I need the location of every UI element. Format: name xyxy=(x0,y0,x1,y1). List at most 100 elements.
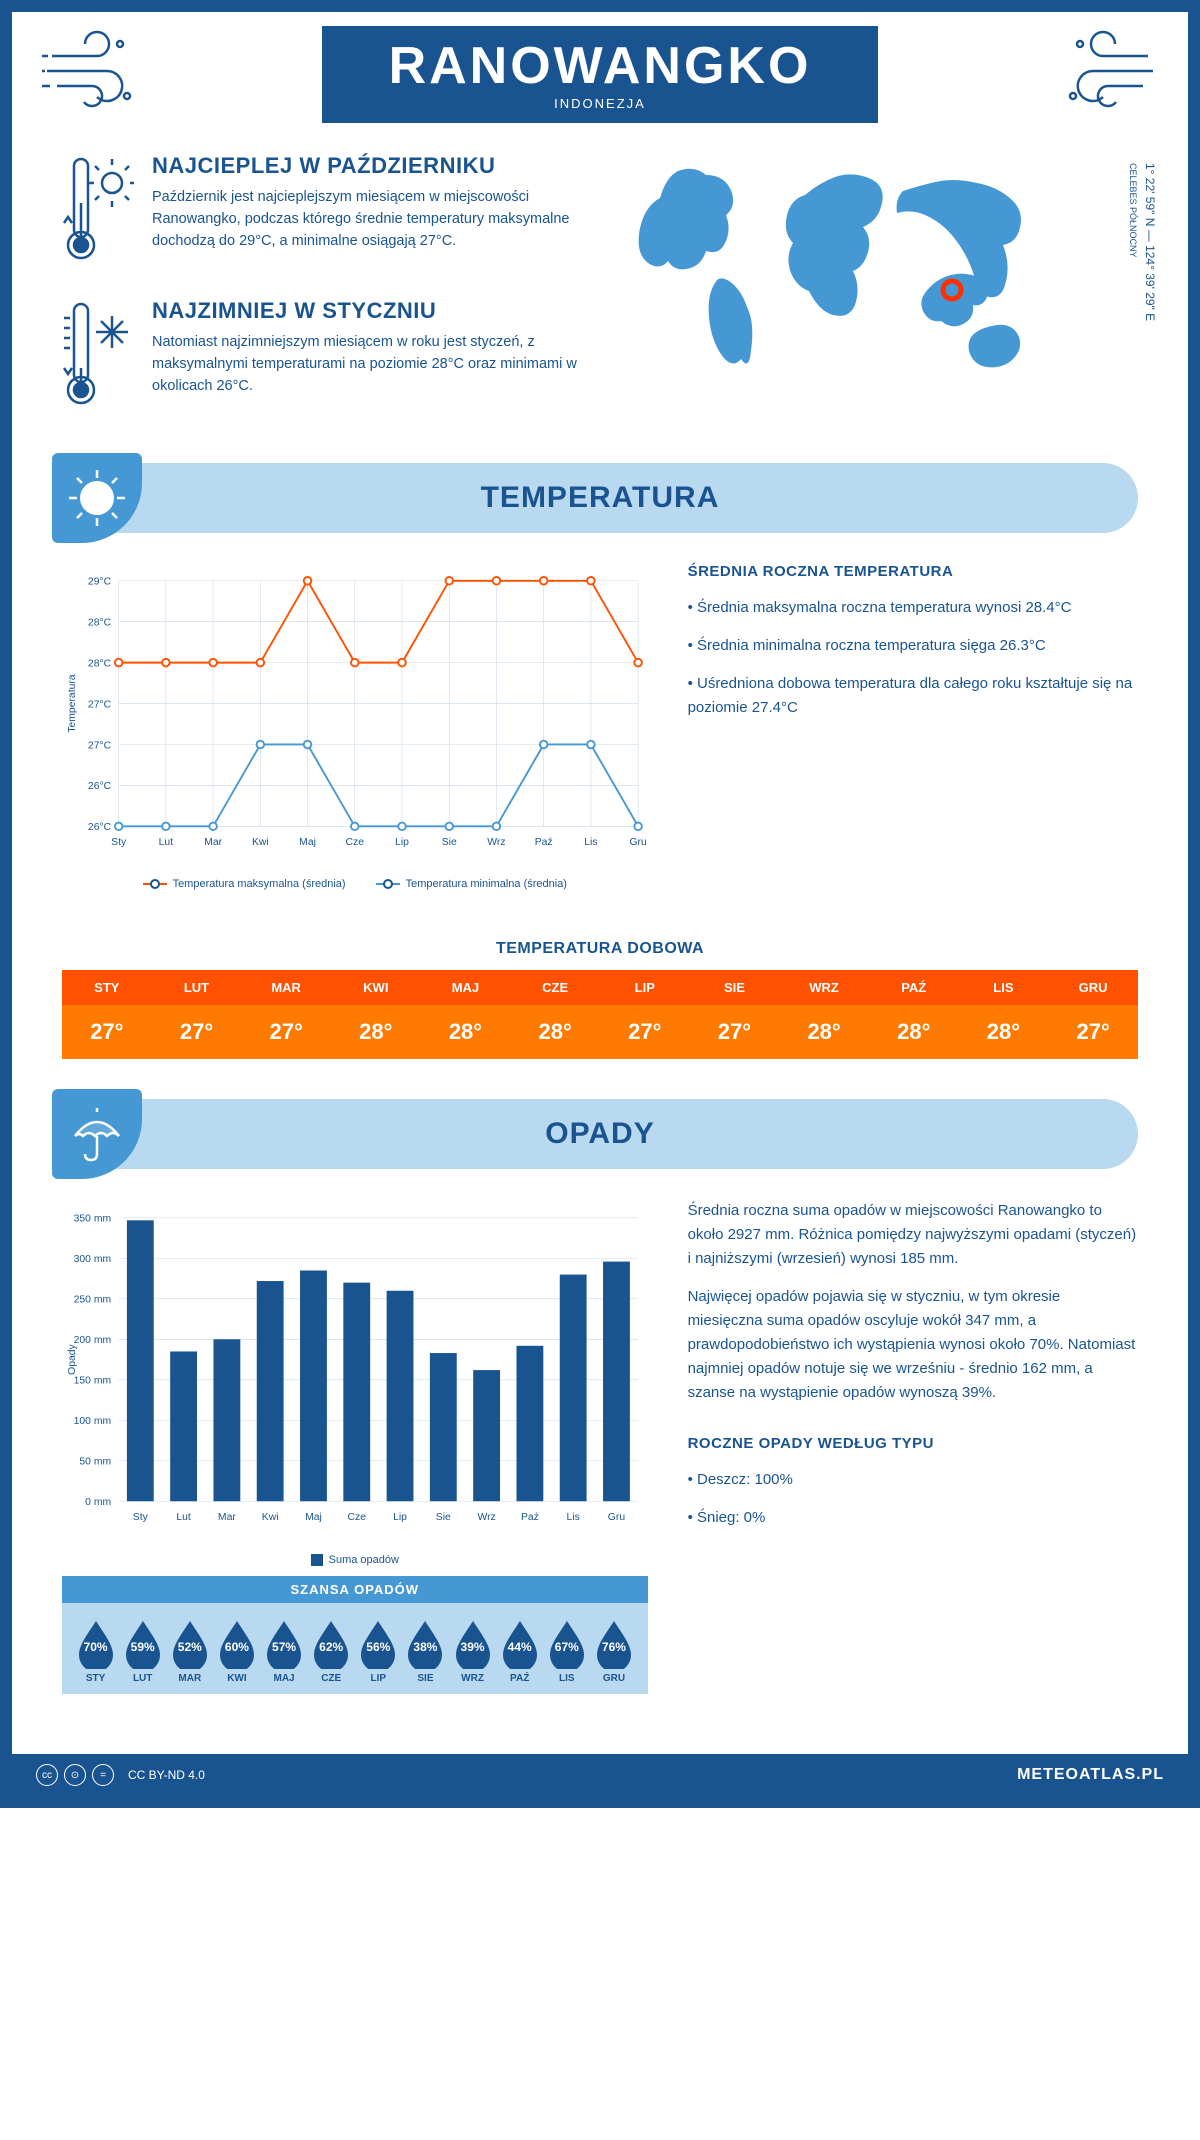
coordinates: 1° 22' 59" N — 124° 39' 29" E CELEBES PÓ… xyxy=(1124,163,1158,321)
svg-text:100 mm: 100 mm xyxy=(74,1416,111,1427)
brand-text: METEOATLAS.PL xyxy=(1017,1766,1164,1784)
svg-text:Wrz: Wrz xyxy=(487,837,505,848)
svg-text:Paź: Paź xyxy=(535,837,553,848)
svg-text:Kwi: Kwi xyxy=(252,837,269,848)
svg-text:150 mm: 150 mm xyxy=(74,1376,111,1387)
footer: cc ⊙ = CC BY-ND 4.0 METEOATLAS.PL xyxy=(12,1754,1188,1796)
svg-text:Sie: Sie xyxy=(436,1512,451,1523)
svg-text:Sty: Sty xyxy=(111,837,127,848)
svg-text:0 mm: 0 mm xyxy=(85,1497,111,1508)
daily-temp-heading: TEMPERATURA DOBOWA xyxy=(12,940,1188,958)
table-cell: 28° xyxy=(779,1005,869,1059)
chance-drop: 39%WRZ xyxy=(452,1617,494,1684)
precipitation-bar-chart: 0 mm50 mm100 mm150 mm200 mm250 mm300 mm3… xyxy=(62,1199,648,1539)
svg-text:29°C: 29°C xyxy=(88,577,112,588)
world-map xyxy=(615,153,1055,393)
precip-text: Średnia roczna suma opadów w miejscowośc… xyxy=(688,1199,1138,1271)
precipitation-chart-row: 0 mm50 mm100 mm150 mm200 mm250 mm300 mm3… xyxy=(12,1169,1188,1754)
svg-text:Cze: Cze xyxy=(348,1512,367,1523)
temperature-section-header: TEMPERATURA xyxy=(62,463,1138,533)
svg-text:Kwi: Kwi xyxy=(262,1512,279,1523)
daily-temp-table: STYLUTMARKWIMAJCZELIPSIEWRZPAŹLISGRU 27°… xyxy=(62,970,1138,1059)
chance-drop: 56%LIP xyxy=(357,1617,399,1684)
svg-text:26°C: 26°C xyxy=(88,822,112,833)
table-header: MAR xyxy=(241,970,331,1005)
svg-text:200 mm: 200 mm xyxy=(74,1335,111,1346)
svg-text:Paź: Paź xyxy=(521,1512,539,1523)
table-cell: 27° xyxy=(690,1005,780,1059)
table-header: GRU xyxy=(1048,970,1138,1005)
svg-text:27°C: 27°C xyxy=(88,740,112,751)
precipitation-chance-box: SZANSA OPADÓW 70%STY59%LUT52%MAR60%KWI57… xyxy=(62,1576,648,1694)
table-header: KWI xyxy=(331,970,421,1005)
temp-stats-title: ŚREDNIA ROCZNA TEMPERATURA xyxy=(688,563,1138,580)
table-header: PAŹ xyxy=(869,970,959,1005)
country-subtitle: INDONEZJA xyxy=(322,96,878,111)
table-cell: 28° xyxy=(869,1005,959,1059)
table-header: LIP xyxy=(600,970,690,1005)
temperature-legend: Temperatura maksymalna (średnia) Tempera… xyxy=(62,878,648,890)
svg-text:Lip: Lip xyxy=(395,837,409,848)
table-cell: 28° xyxy=(959,1005,1049,1059)
svg-text:Mar: Mar xyxy=(204,837,222,848)
coord-lat: 1° 22' 59" N xyxy=(1143,163,1157,226)
precipitation-legend: Suma opadów xyxy=(62,1554,648,1566)
precipitation-stats: Średnia roczna suma opadów w miejscowośc… xyxy=(688,1199,1138,1724)
title-banner: RANOWANGKO INDONEZJA xyxy=(322,26,878,123)
table-cell: 27° xyxy=(600,1005,690,1059)
coord-sea: CELEBES PÓŁNOCNY xyxy=(1128,163,1138,258)
precip-type-item: • Deszcz: 100% xyxy=(688,1468,1138,1492)
precipitation-section-header: OPADY xyxy=(62,1099,1138,1169)
table-cell: 28° xyxy=(510,1005,600,1059)
svg-text:Temperatura: Temperatura xyxy=(67,674,78,732)
svg-text:Maj: Maj xyxy=(299,837,316,848)
temperature-stats: ŚREDNIA ROCZNA TEMPERATURA • Średnia mak… xyxy=(688,563,1138,890)
svg-text:28°C: 28°C xyxy=(88,617,112,628)
license-badges: cc ⊙ = CC BY-ND 4.0 xyxy=(36,1764,205,1786)
svg-text:Lut: Lut xyxy=(159,837,174,848)
chance-drop: 60%KWI xyxy=(216,1617,258,1684)
table-cell: 27° xyxy=(152,1005,242,1059)
temperature-chart-row: 26°C 26°C 27°C 27°C 28°C 28°C 29°C Sty Lut Mar Kwi… xyxy=(12,533,1188,920)
coldest-title: NAJZIMNIEJ W STYCZNIU xyxy=(152,298,585,324)
table-cell: 28° xyxy=(331,1005,421,1059)
by-icon: ⊙ xyxy=(64,1764,86,1786)
svg-text:350 mm: 350 mm xyxy=(74,1214,111,1225)
svg-text:28°C: 28°C xyxy=(88,658,112,669)
umbrella-icon xyxy=(52,1089,142,1179)
chance-heading: SZANSA OPADÓW xyxy=(62,1576,648,1603)
table-cell: 27° xyxy=(1048,1005,1138,1059)
svg-text:Opady: Opady xyxy=(67,1343,78,1374)
legend-label-max: Temperatura maksymalna (średnia) xyxy=(173,878,346,890)
thermometer-hot-icon xyxy=(62,153,134,268)
svg-text:27°C: 27°C xyxy=(88,699,112,710)
thermometer-cold-icon xyxy=(62,298,134,413)
precip-text: Najwięcej opadów pojawia się w styczniu,… xyxy=(688,1285,1138,1405)
svg-text:Gru: Gru xyxy=(629,837,647,848)
nd-icon: = xyxy=(92,1764,114,1786)
temp-stat-item: • Średnia minimalna roczna temperatura s… xyxy=(688,634,1138,658)
chance-drop: 44%PAŹ xyxy=(499,1617,541,1684)
precip-type-item: • Śnieg: 0% xyxy=(688,1506,1138,1530)
table-cell: 27° xyxy=(62,1005,152,1059)
legend-label-precip: Suma opadów xyxy=(329,1554,399,1566)
table-header: LIS xyxy=(959,970,1049,1005)
svg-text:Maj: Maj xyxy=(305,1512,322,1523)
svg-text:Lip: Lip xyxy=(393,1512,407,1523)
chance-drop: 38%SIE xyxy=(404,1617,446,1684)
svg-text:Sie: Sie xyxy=(442,837,457,848)
legend-label-min: Temperatura minimalna (średnia) xyxy=(406,878,567,890)
wind-icon xyxy=(1048,26,1158,116)
svg-text:Lut: Lut xyxy=(176,1512,191,1523)
chance-drop: 76%GRU xyxy=(593,1617,635,1684)
hottest-fact: NAJCIEPLEJ W PAŹDZIERNIKU Październik je… xyxy=(62,153,585,268)
coldest-fact: NAJZIMNIEJ W STYCZNIU Natomiast najzimni… xyxy=(62,298,585,413)
temperature-heading: TEMPERATURA xyxy=(481,481,720,514)
svg-text:Wrz: Wrz xyxy=(477,1512,495,1523)
legend-swatch-min xyxy=(376,883,400,885)
chance-drop: 52%MAR xyxy=(169,1617,211,1684)
table-header: SIE xyxy=(690,970,780,1005)
svg-text:26°C: 26°C xyxy=(88,781,112,792)
table-header: MAJ xyxy=(421,970,511,1005)
chance-drop: 59%LUT xyxy=(122,1617,164,1684)
